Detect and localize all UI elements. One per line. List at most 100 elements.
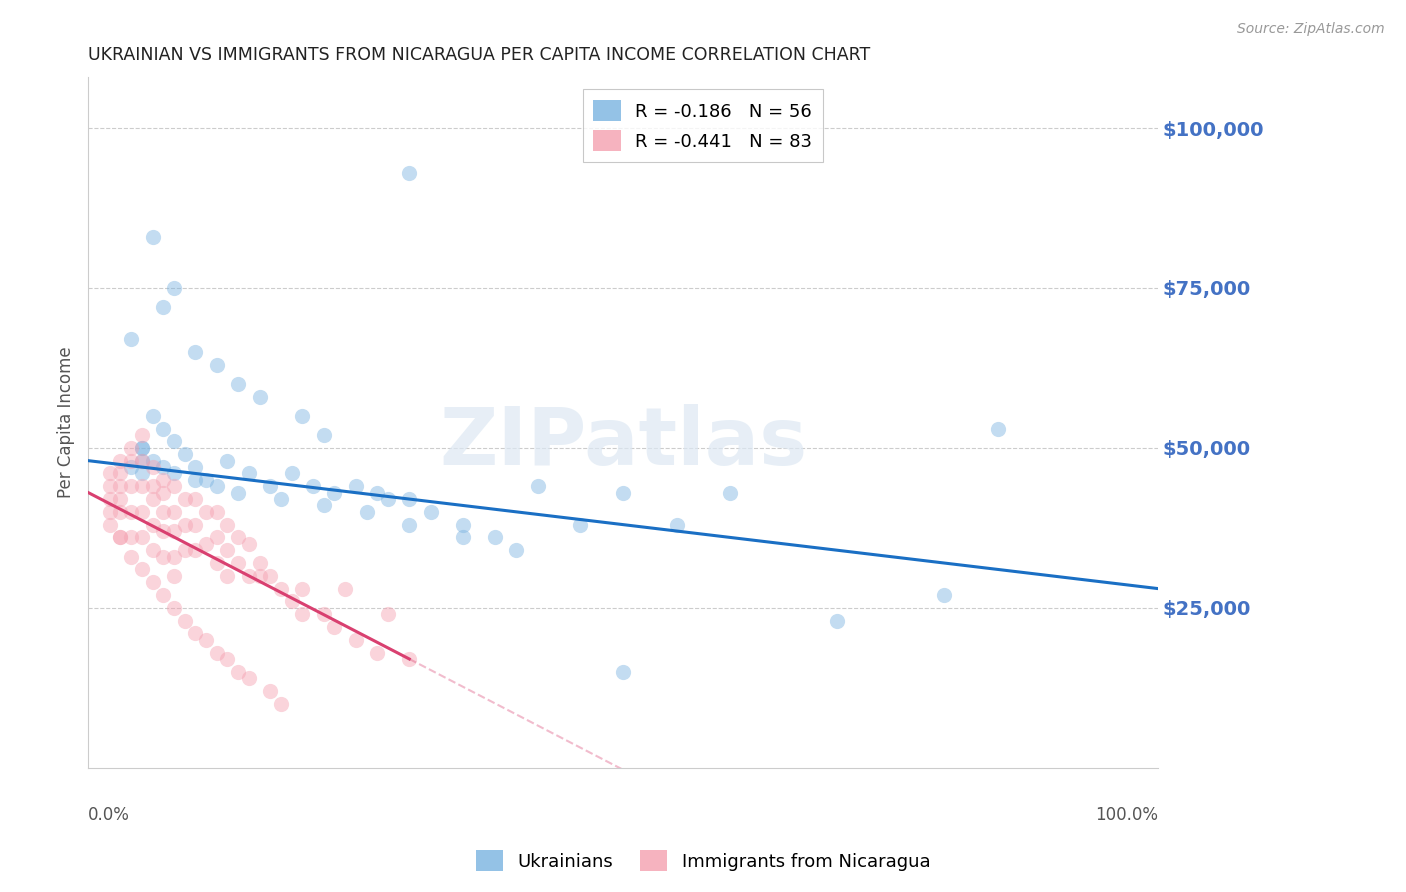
Point <box>142 229 165 244</box>
Point <box>163 479 186 493</box>
Point <box>291 409 314 423</box>
Point <box>163 467 186 481</box>
Point <box>110 479 132 493</box>
Point <box>131 453 153 467</box>
Point <box>142 479 165 493</box>
Point <box>195 505 218 519</box>
Point <box>291 582 314 596</box>
Point <box>205 646 228 660</box>
Point <box>344 479 367 493</box>
Point <box>195 632 218 647</box>
Point <box>312 607 335 622</box>
Point <box>163 505 186 519</box>
Point <box>152 460 174 475</box>
Point <box>612 665 634 679</box>
Point <box>142 517 165 532</box>
Point <box>238 537 260 551</box>
Point <box>451 517 474 532</box>
Point <box>825 614 848 628</box>
Point <box>152 588 174 602</box>
Point <box>312 499 335 513</box>
Point <box>163 549 186 564</box>
Point <box>312 428 335 442</box>
Point <box>205 358 228 372</box>
Point <box>173 543 195 558</box>
Point <box>173 447 195 461</box>
Point <box>152 485 174 500</box>
Point <box>280 467 302 481</box>
Point <box>98 479 121 493</box>
Point <box>173 517 195 532</box>
Y-axis label: Per Capita Income: Per Capita Income <box>58 346 75 498</box>
Point <box>398 517 420 532</box>
Point <box>152 473 174 487</box>
Point <box>195 473 218 487</box>
Point <box>249 556 271 570</box>
Point <box>163 281 186 295</box>
Point <box>366 646 388 660</box>
Point <box>184 345 207 359</box>
Point <box>163 434 186 449</box>
Point <box>110 467 132 481</box>
Point <box>142 543 165 558</box>
Point <box>163 600 186 615</box>
Point <box>270 697 292 711</box>
Point <box>505 543 527 558</box>
Point <box>484 531 506 545</box>
Point <box>302 479 325 493</box>
Point <box>238 569 260 583</box>
Point <box>120 332 142 346</box>
Legend: R = -0.186   N = 56, R = -0.441   N = 83: R = -0.186 N = 56, R = -0.441 N = 83 <box>582 89 823 161</box>
Point <box>98 467 121 481</box>
Point <box>120 479 142 493</box>
Point <box>152 505 174 519</box>
Legend: Ukrainians, Immigrants from Nicaragua: Ukrainians, Immigrants from Nicaragua <box>468 843 938 879</box>
Point <box>131 531 153 545</box>
Text: UKRAINIAN VS IMMIGRANTS FROM NICARAGUA PER CAPITA INCOME CORRELATION CHART: UKRAINIAN VS IMMIGRANTS FROM NICARAGUA P… <box>89 46 870 64</box>
Point <box>205 531 228 545</box>
Point <box>259 684 281 698</box>
Point <box>184 543 207 558</box>
Point <box>217 569 239 583</box>
Point <box>377 491 399 506</box>
Point <box>270 491 292 506</box>
Point <box>195 537 218 551</box>
Point <box>987 422 1010 436</box>
Point <box>131 467 153 481</box>
Point <box>131 505 153 519</box>
Point <box>120 505 142 519</box>
Text: ZIPatlas: ZIPatlas <box>439 404 807 482</box>
Point <box>131 562 153 576</box>
Point <box>110 453 132 467</box>
Point <box>226 485 249 500</box>
Point <box>120 441 142 455</box>
Point <box>665 517 688 532</box>
Point <box>612 485 634 500</box>
Point <box>205 556 228 570</box>
Point <box>259 569 281 583</box>
Point <box>142 453 165 467</box>
Point <box>366 485 388 500</box>
Point <box>226 556 249 570</box>
Point <box>217 453 239 467</box>
Point <box>323 620 346 634</box>
Point <box>110 531 132 545</box>
Point <box>142 460 165 475</box>
Text: 100.0%: 100.0% <box>1095 805 1159 823</box>
Point <box>718 485 741 500</box>
Point <box>110 505 132 519</box>
Point <box>163 569 186 583</box>
Point <box>120 531 142 545</box>
Point <box>259 479 281 493</box>
Point <box>205 505 228 519</box>
Point <box>110 531 132 545</box>
Point <box>217 517 239 532</box>
Point <box>226 665 249 679</box>
Point <box>238 467 260 481</box>
Point <box>249 569 271 583</box>
Point <box>110 491 132 506</box>
Point <box>163 524 186 538</box>
Point <box>98 517 121 532</box>
Point <box>98 491 121 506</box>
Point <box>98 505 121 519</box>
